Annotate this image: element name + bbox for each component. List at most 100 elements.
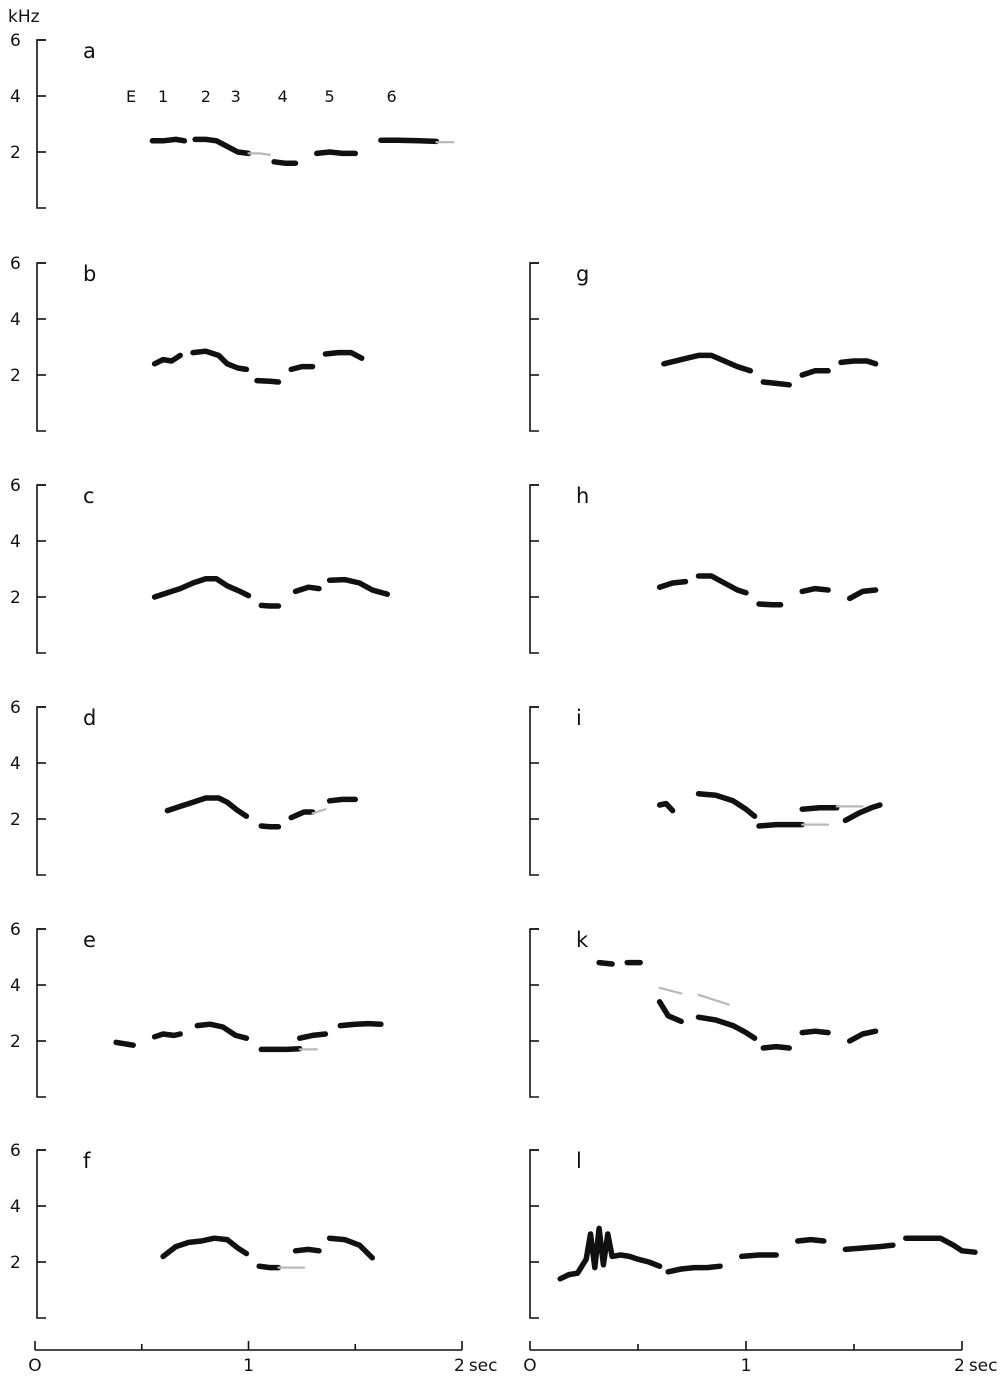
panel-label: a [83, 39, 96, 63]
song-element [846, 1028, 879, 1044]
song-element [842, 802, 883, 824]
song-element [151, 1031, 183, 1040]
panel-e: 2 4 6 e [10, 920, 384, 1098]
frequency-tick-label: 6 [10, 920, 21, 940]
panel-b: 2 4 6 b [10, 254, 365, 432]
frequency-tick-label: 4 [10, 532, 21, 552]
frequency-tick-label: 2 [10, 1032, 21, 1052]
frequency-tick-label: 2 [10, 588, 21, 608]
panel-f: 2 4 6 f [10, 1141, 376, 1319]
song-element [288, 363, 316, 373]
song-element [288, 809, 316, 821]
panel-label: b [83, 262, 96, 286]
frequency-tick-label: 4 [10, 87, 21, 107]
song-element [258, 602, 282, 609]
frequency-axis [36, 928, 46, 1098]
khz-unit-label: kHz [8, 7, 40, 27]
song-element [149, 136, 188, 144]
faint-song-element [658, 986, 683, 995]
song-element [314, 149, 359, 157]
time-unit-label: sec [469, 1356, 498, 1376]
frequency-tick-label: 6 [10, 254, 21, 274]
song-element [164, 795, 250, 819]
frequency-axis [529, 262, 539, 432]
song-element [151, 576, 252, 600]
frequency-axis [529, 484, 539, 654]
song-element [760, 379, 792, 388]
faint-song-element [311, 808, 327, 815]
faint-song-element [247, 152, 271, 156]
time-unit-label: sec [969, 1356, 998, 1376]
song-element [292, 1246, 322, 1254]
song-element [656, 578, 689, 590]
song-element [695, 791, 758, 819]
faint-song-element [697, 993, 730, 1006]
frequency-axis [36, 1149, 46, 1319]
panel-l: l [529, 1149, 978, 1319]
song-element [326, 576, 391, 597]
panel-label: k [576, 928, 589, 952]
frequency-axis [36, 706, 46, 876]
frequency-tick-label: 4 [10, 310, 21, 330]
song-element [695, 573, 749, 596]
panel-d: 2 4 6 d [10, 698, 359, 876]
song-element [756, 601, 784, 608]
panel-c: 2 4 6 c [10, 476, 391, 654]
song-element [322, 349, 365, 361]
song-element [756, 821, 805, 829]
frequency-axis [36, 39, 46, 209]
song-element [326, 796, 359, 804]
panel-label: d [83, 706, 96, 730]
panel-k: k [529, 928, 879, 1098]
song-element [799, 368, 831, 378]
frequency-tick-label: 2 [10, 366, 21, 386]
frequency-axis [36, 262, 46, 432]
song-element [656, 999, 684, 1025]
note-label: 3 [231, 87, 241, 106]
frequency-axis [36, 484, 46, 654]
time-axis: O 1 2 sec [28, 1341, 498, 1376]
frequency-tick-label: 6 [10, 31, 21, 51]
song-element [838, 358, 879, 367]
time-tick-label: 2 sec [954, 1356, 998, 1376]
song-element [254, 377, 282, 385]
time-tick-label: 1 [243, 1356, 254, 1376]
song-element [113, 1039, 136, 1048]
song-element [256, 1263, 282, 1271]
note-label: 5 [325, 87, 335, 106]
time-tick-label: 1 [741, 1356, 752, 1376]
time-tick-label: O [523, 1356, 536, 1376]
panel-h: h [529, 484, 879, 654]
song-element [160, 1235, 250, 1260]
frequency-tick-label: 6 [10, 476, 21, 496]
song-element [799, 805, 840, 812]
song-element [695, 1014, 758, 1041]
song-element [846, 587, 879, 602]
panel-i: i [529, 706, 883, 876]
frequency-tick-label: 6 [10, 698, 21, 718]
song-element [258, 823, 282, 830]
frequency-tick-label: 2 [10, 143, 21, 163]
panel-g: g [529, 262, 879, 432]
song-element [337, 1020, 384, 1029]
song-element [903, 1235, 978, 1255]
note-label: 6 [386, 87, 396, 106]
note-label: 2 [201, 87, 211, 106]
song-element [557, 1225, 663, 1282]
panel-label: e [83, 928, 96, 952]
song-element [271, 159, 299, 166]
song-element [661, 352, 754, 374]
note-label: E [126, 87, 136, 106]
sonagram-panels: 2 4 6 a E 1 2 3 4 5 6 2 4 6 b 2 4 6 c 2 4 6 d 2 4 6 e 2 4 6 f g h i k l [10, 31, 978, 1319]
song-element [190, 348, 250, 373]
song-element [378, 137, 440, 145]
song-element [842, 1242, 896, 1253]
song-element [738, 1252, 779, 1260]
frequency-tick-label: 4 [10, 1197, 21, 1217]
song-element [194, 1021, 250, 1041]
note-label: 1 [158, 87, 168, 106]
song-element [151, 352, 183, 367]
panel-label: i [576, 706, 582, 730]
panel-label: c [83, 484, 95, 508]
